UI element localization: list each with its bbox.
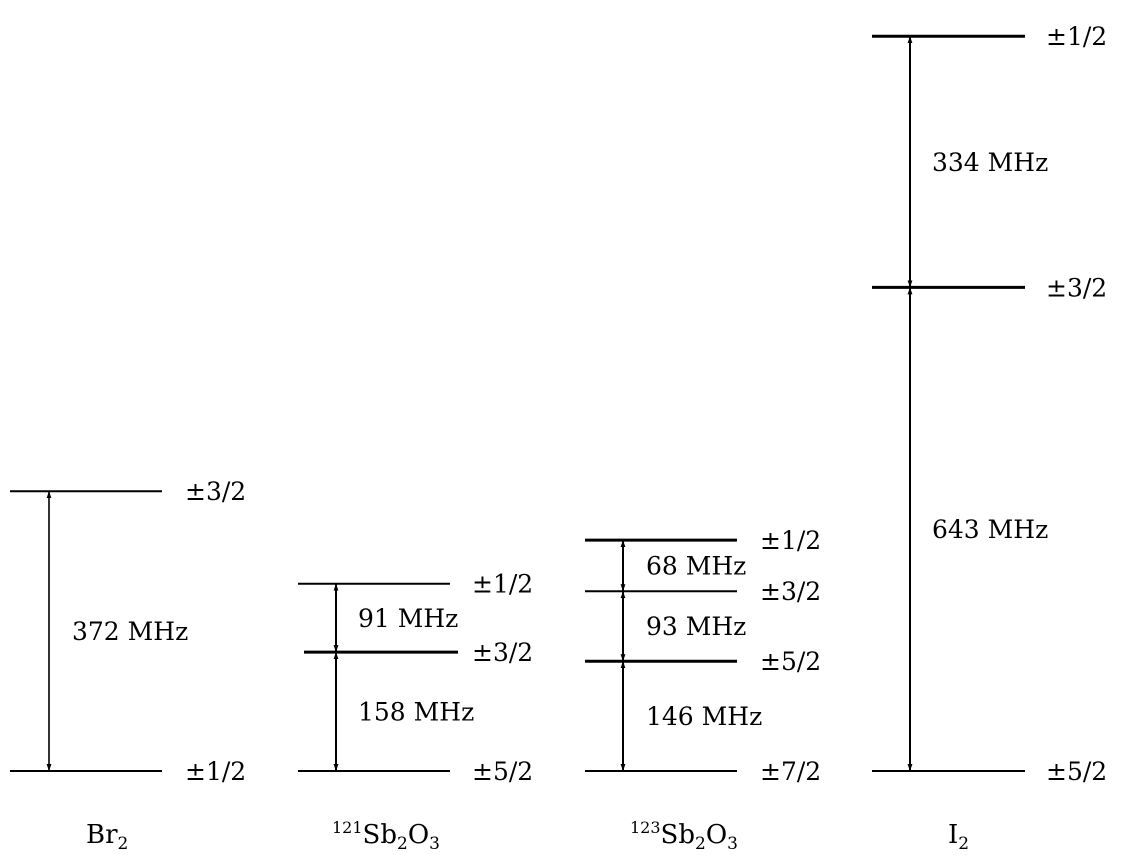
column-i2: ±5/2 ±3/2 ±1/2 643 MHz 334 MHz I2 [872, 22, 1107, 854]
compound-name-part: O [706, 820, 727, 850]
compound-name: 123Sb2O3 [630, 818, 738, 854]
compound-name-part: 2 [118, 834, 129, 854]
compound-name-part: 2 [958, 834, 969, 854]
transition-frequency-label: 93 MHz [646, 612, 746, 641]
energy-level-label: ±5/2 [1046, 757, 1107, 786]
compound-name-part: Sb [363, 820, 397, 850]
energy-level-label: ±5/2 [472, 757, 533, 786]
compound-name-part: O [408, 820, 429, 850]
compound-name-part: 3 [429, 834, 440, 854]
compound-name: Br2 [86, 820, 128, 854]
energy-level-label: ±1/2 [1046, 22, 1107, 51]
compound-name: I2 [948, 820, 969, 854]
compound-name-part: 3 [727, 834, 738, 854]
energy-level-label: ±1/2 [760, 526, 821, 555]
transition-frequency-label: 643 MHz [932, 515, 1048, 544]
energy-level-label: ±3/2 [185, 477, 246, 506]
compound-name-part: I [948, 820, 958, 850]
transition-frequency-label: 372 MHz [72, 617, 188, 646]
energy-level-label: ±1/2 [185, 757, 246, 786]
transition-frequency-label: 146 MHz [646, 702, 762, 731]
compound-name: 121Sb2O3 [332, 818, 440, 854]
column-sb123: ±7/2 ±5/2 ±3/2 ±1/2 146 MHz 93 MHz 68 MHz 123Sb… [585, 526, 821, 854]
compound-name-part: Br [86, 820, 118, 850]
transition-frequency-label: 68 MHz [646, 552, 746, 581]
energy-level-label: ±3/2 [1046, 273, 1107, 302]
energy-level-label: ±3/2 [472, 638, 533, 667]
column-sb121: ±5/2 ±3/2 ±1/2 158 MHz 91 MHz 121Sb2O3 [298, 570, 533, 854]
compound-name-part: 2 [397, 834, 408, 854]
transition-frequency-label: 334 MHz [932, 148, 1048, 177]
compound-name-part: 2 [695, 834, 706, 854]
compound-name-part: 121 [332, 818, 363, 837]
compound-name-part: Sb [661, 820, 695, 850]
compound-name-part: 123 [630, 818, 661, 837]
energy-level-label: ±7/2 [760, 757, 821, 786]
transition-frequency-label: 91 MHz [358, 604, 458, 633]
energy-level-label: ±3/2 [760, 577, 821, 606]
energy-level-label: ±1/2 [472, 570, 533, 599]
column-br2: ±1/2 ±3/2 372 MHz Br2 [10, 477, 246, 854]
energy-level-label: ±5/2 [760, 647, 821, 676]
transition-frequency-label: 158 MHz [358, 698, 474, 727]
